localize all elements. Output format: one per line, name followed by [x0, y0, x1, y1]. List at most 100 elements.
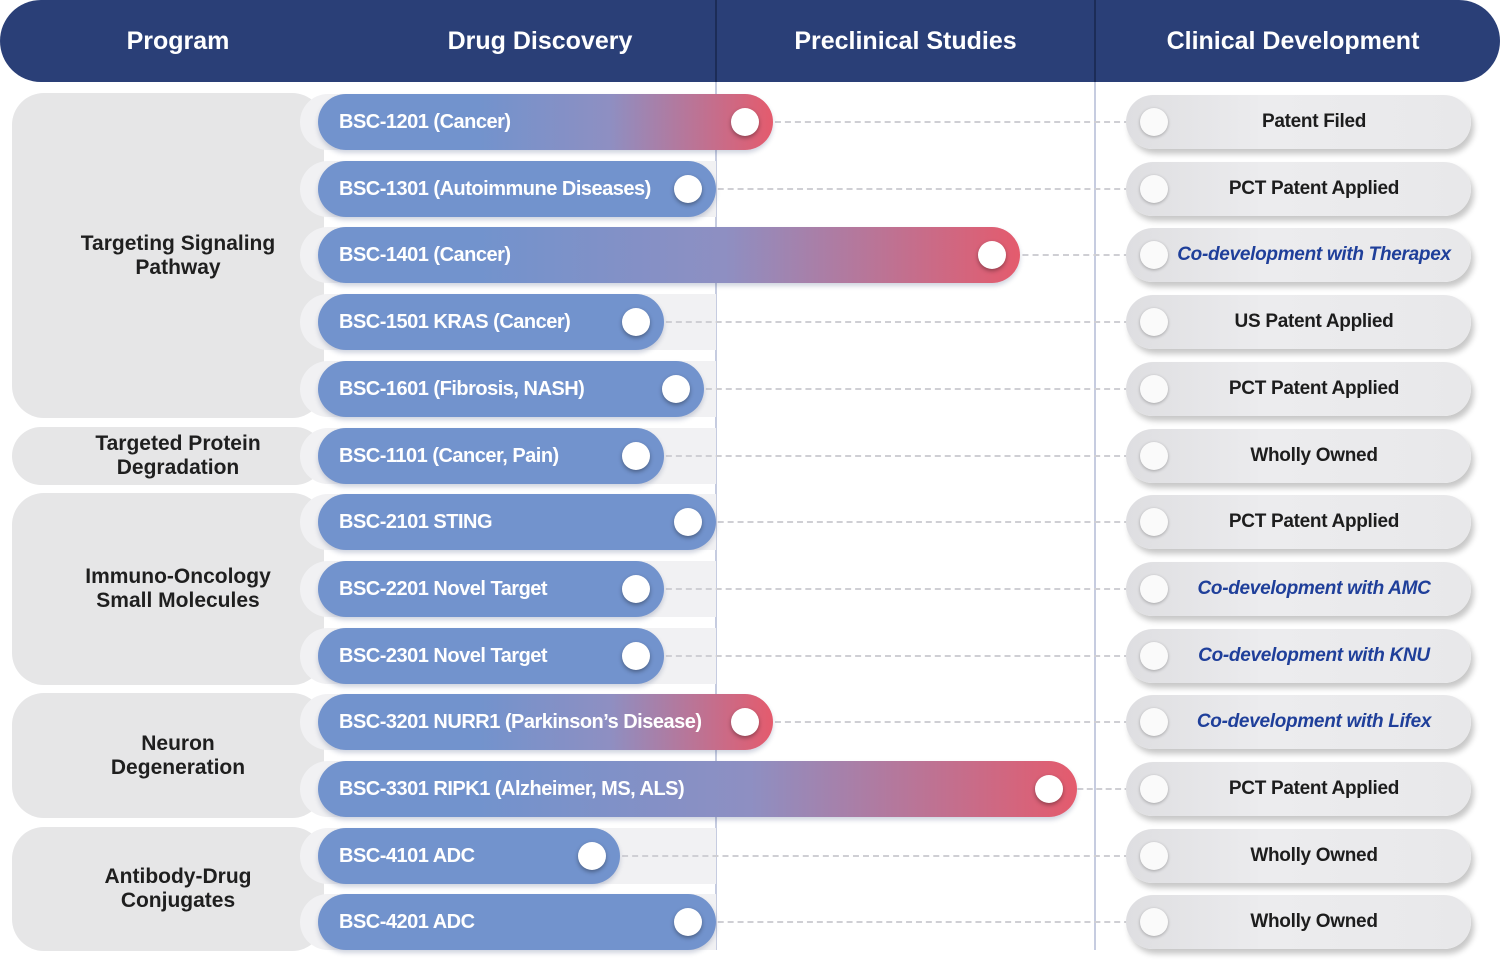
program-name: BSC-1301 (Autoimmune Diseases): [339, 178, 651, 200]
status-pill: [1126, 429, 1471, 483]
status-pill: [1126, 162, 1471, 216]
status-pill: [1126, 295, 1471, 349]
program-name: BSC-4201 ADC: [339, 911, 475, 933]
header-clinical-development: Clinical Development: [1166, 27, 1420, 55]
program-name: BSC-2301 Novel Target: [339, 645, 548, 667]
program-name: BSC-1201 (Cancer): [339, 111, 511, 133]
status-knob: [1140, 908, 1168, 936]
status-knob: [1140, 442, 1168, 470]
pipeline-bar: [318, 428, 664, 484]
group-panel: [12, 693, 324, 818]
status-knob: [1140, 175, 1168, 203]
group-label: Targeted Protein Degradation: [95, 432, 261, 479]
group-label: Neuron Degeneration: [110, 731, 246, 779]
dashed-connector: [676, 388, 1140, 390]
status-pill: [1126, 228, 1471, 282]
progress-knob: [674, 508, 702, 536]
status-label: Co-development with KNU: [1198, 645, 1430, 666]
status-label: Wholly Owned: [1250, 445, 1378, 466]
group-panel: [12, 427, 324, 485]
status-pill: [1126, 562, 1471, 616]
progress-knob: [662, 375, 690, 403]
pipeline-header: Program Drug Discovery Preclinical Studi…: [0, 0, 1500, 82]
status-knob: [1140, 241, 1168, 269]
status-knob: [1140, 308, 1168, 336]
header-preclinical-studies: Preclinical Studies: [794, 27, 1017, 55]
progress-knob: [731, 708, 759, 736]
status-pill: [1126, 95, 1471, 149]
dashed-connector: [592, 855, 1140, 857]
group-label: Targeting Signaling Pathway: [80, 231, 276, 279]
header-drug-discovery: Drug Discovery: [447, 27, 633, 55]
status-knob: [1140, 375, 1168, 403]
preclinical-column-background: [716, 82, 1096, 950]
program-name: BSC-1401 (Cancer): [339, 244, 511, 266]
group-panel: [12, 827, 324, 951]
status-label: Patent Filed: [1261, 111, 1367, 132]
header-divider: [715, 0, 717, 82]
program-name: BSC-3201 NURR1 (Parkinson’s Disease): [339, 711, 702, 733]
status-pill: [1126, 895, 1471, 949]
dashed-connector: [1049, 788, 1140, 790]
column-divider-discovery: [715, 82, 717, 950]
pipeline-bar: [318, 494, 716, 550]
pipeline-bar: [318, 628, 664, 684]
pipeline-bar: [318, 561, 664, 617]
status-pill: [1126, 829, 1471, 883]
dashed-connector: [745, 721, 1140, 723]
pipeline-bar: [318, 828, 620, 884]
program-name: BSC-1601 (Fibrosis, NASH): [339, 378, 585, 400]
status-pill: [1126, 629, 1471, 683]
progress-knob: [674, 175, 702, 203]
status-label: Wholly Owned: [1250, 845, 1378, 866]
status-label: Co-development with Therapex: [1177, 244, 1451, 265]
dashed-connector: [688, 921, 1140, 923]
pipeline-bar: [318, 294, 664, 350]
dashed-connector: [688, 188, 1140, 190]
status-knob: [1140, 842, 1168, 870]
status-pill: [1126, 362, 1471, 416]
progress-knob: [978, 241, 1006, 269]
status-label: US Patent Applied: [1234, 311, 1394, 332]
pipeline-bar: [318, 161, 716, 217]
status-label: PCT Patent Applied: [1228, 178, 1400, 199]
status-label: PCT Patent Applied: [1228, 511, 1400, 532]
group-panel: [12, 93, 324, 418]
status-knob: [1140, 108, 1168, 136]
program-name: BSC-1501 KRAS (Cancer): [339, 311, 571, 333]
dashed-connector: [636, 455, 1140, 457]
program-name: BSC-3301 RIPK1 (Alzheimer, MS, ALS): [339, 778, 685, 800]
dashed-connector: [636, 321, 1140, 323]
status-knob: [1140, 708, 1168, 736]
dashed-connector: [688, 521, 1140, 523]
status-pill: [1126, 695, 1471, 749]
status-pill: [1126, 495, 1471, 549]
progress-knob: [622, 308, 650, 336]
pipeline-bar: [318, 761, 1077, 817]
dashed-connector: [745, 121, 1140, 123]
group-label: Antibody-Drug Conjugates: [104, 865, 252, 912]
pipeline-bar: [318, 694, 773, 750]
status-knob: [1140, 775, 1168, 803]
program-name: BSC-2101 STING: [339, 511, 493, 533]
dashed-connector: [636, 655, 1140, 657]
progress-knob: [1035, 775, 1063, 803]
program-name: BSC-1101 (Cancer, Pain): [339, 445, 559, 467]
dashed-connector: [636, 588, 1140, 590]
pipeline-bar: [318, 227, 1020, 283]
group-panel: [12, 493, 324, 685]
progress-knob: [622, 442, 650, 470]
program-name: BSC-2201 Novel Target: [339, 578, 548, 600]
progress-knob: [578, 842, 606, 870]
program-name: BSC-4101 ADC: [339, 845, 475, 867]
status-label: Co-development with Lifex: [1196, 711, 1432, 732]
progress-knob: [622, 642, 650, 670]
status-knob: [1140, 642, 1168, 670]
status-knob: [1140, 575, 1168, 603]
dashed-connector: [992, 254, 1140, 256]
column-divider-preclinical: [1094, 82, 1096, 950]
progress-knob: [622, 575, 650, 603]
group-label: Immuno-Oncology Small Molecules: [85, 565, 271, 612]
pipeline-bar: [318, 361, 704, 417]
